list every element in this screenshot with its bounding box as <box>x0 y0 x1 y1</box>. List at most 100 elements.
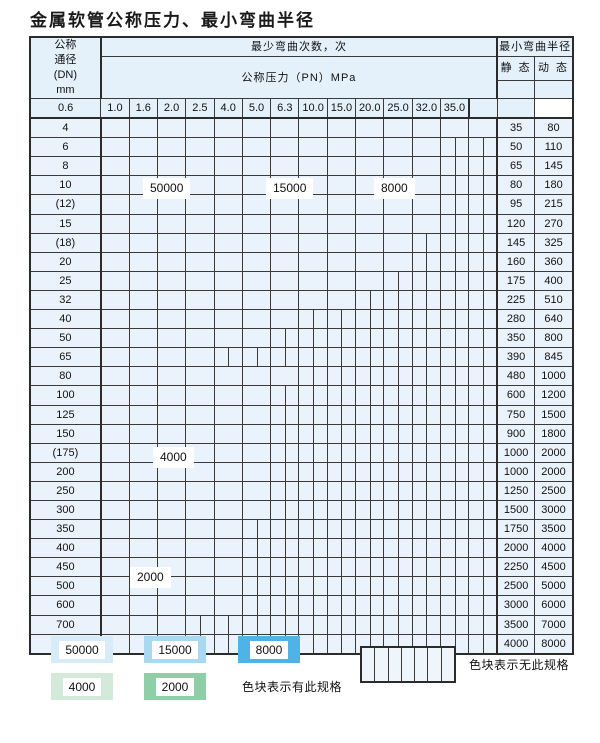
bend-cell <box>326 461 357 482</box>
dn-value: 80 <box>29 366 102 387</box>
bend-cell <box>298 576 328 597</box>
bend-cell <box>185 270 215 291</box>
head-row-pn: 0.6 1.0 1.6 2.0 2.5 4.0 5.0 6.3 10.0 15.0 20.0 25.0… <box>29 98 573 119</box>
pn-column-header: 35.0 <box>440 98 470 119</box>
radius-static-value: 80 <box>496 175 536 196</box>
bend-cell <box>213 480 243 501</box>
bend-cell <box>213 385 243 406</box>
bend-cell <box>468 404 499 425</box>
bend-cell <box>355 538 385 559</box>
table-row: 20 160 360 <box>29 251 574 272</box>
bend-cell <box>355 347 385 368</box>
bend-cell <box>468 614 499 635</box>
bend-cell <box>411 117 442 139</box>
radius-static-value: 175 <box>496 270 536 291</box>
dn-value: 700 <box>29 614 102 635</box>
bend-cell <box>468 328 499 349</box>
bend-cell <box>156 347 187 368</box>
bend-cell <box>383 289 413 311</box>
legend-unavailable-text: 色块表示无此规格 <box>469 658 570 672</box>
table-row: 350 1750 3500 <box>29 519 574 540</box>
bend-cell <box>326 538 357 559</box>
bend-cell <box>326 557 357 578</box>
bend-cell <box>411 328 442 349</box>
bend-cell <box>100 519 130 540</box>
table-row: 50 350 800 <box>29 328 574 349</box>
page-title: 金属软管公称压力、最小弯曲半径 <box>30 11 315 30</box>
bend-cell <box>213 423 243 444</box>
bend-cell <box>440 156 470 177</box>
bend-cell <box>298 347 328 368</box>
bend-cell <box>298 289 328 311</box>
bend-cell <box>411 232 442 253</box>
table-row: 65 390 845 <box>29 347 574 368</box>
table-row: (12) 95 215 <box>29 194 574 215</box>
pn-column-header: 25.0 <box>383 98 413 119</box>
bend-cell <box>298 538 328 559</box>
bend-cell <box>468 194 499 215</box>
bend-cell <box>100 576 130 597</box>
dn-value: 450 <box>29 557 102 578</box>
bend-cell <box>241 194 272 215</box>
pressure-header: 公称压力（PN）MPa <box>100 56 499 99</box>
bend-cell <box>440 557 470 578</box>
radius-static-value: 2250 <box>496 557 536 578</box>
bend-cell <box>326 309 357 330</box>
bend-cell <box>156 385 187 406</box>
legend-chip-label: 50000 <box>59 640 105 659</box>
table-row: 40 280 640 <box>29 309 574 330</box>
bend-cell <box>241 614 272 635</box>
bend-cell <box>440 385 470 406</box>
bend-cell <box>411 213 442 234</box>
bend-cell <box>241 461 272 482</box>
radius-static-value: 3500 <box>496 614 536 635</box>
bend-cell <box>411 423 442 444</box>
dn-value: 100 <box>29 385 102 406</box>
bend-cell <box>383 117 413 139</box>
bend-cell <box>383 251 413 272</box>
radius-static-value: 350 <box>496 328 536 349</box>
bend-cell <box>411 289 442 311</box>
dn-value: 4 <box>29 117 102 139</box>
bend-cell <box>383 423 413 444</box>
dn-value: 50 <box>29 328 102 349</box>
table-row: 700 3500 7000 <box>29 614 574 635</box>
legend-empty-swatch <box>360 646 456 683</box>
table-row: 250 1250 2500 <box>29 480 574 501</box>
bend-cell <box>468 385 499 406</box>
radius-static-header-spacer <box>496 79 536 100</box>
dn-value: 40 <box>29 309 102 330</box>
bend-cell <box>100 538 130 559</box>
bend-cell <box>270 289 300 311</box>
bend-cell <box>411 137 442 158</box>
bend-cell <box>100 194 130 215</box>
bend-cell <box>185 251 215 272</box>
radius-static-value: 2000 <box>496 538 536 559</box>
radius-static-value: 95 <box>496 194 536 215</box>
radius-dynamic-subspacer <box>496 98 536 119</box>
bend-cell <box>241 557 272 578</box>
bend-cell <box>185 576 215 597</box>
bend-cell <box>440 538 470 559</box>
pn-column-header: 2.5 <box>185 98 215 119</box>
pn-column-header: 5.0 <box>241 98 272 119</box>
bend-cell <box>468 137 499 158</box>
bend-cell <box>383 595 413 616</box>
bend-cell <box>298 328 328 349</box>
dn-line-1: 通径 <box>54 54 77 66</box>
bend-cell <box>100 423 130 444</box>
bend-cell <box>156 519 187 540</box>
radius-static-value: 1000 <box>496 461 536 482</box>
legend-row-blue: 50000 15000 8000 <box>51 636 300 663</box>
head-row-2: 公称压力（PN）MPa 静 态 动 态 <box>30 56 574 99</box>
bend-cell <box>440 423 470 444</box>
bend-cell <box>298 309 328 330</box>
bend-cell <box>468 213 499 234</box>
radius-static-value: 750 <box>496 404 536 425</box>
bend-cell <box>241 270 272 291</box>
dn-value: 25 <box>29 270 102 291</box>
bend-cell <box>100 251 130 272</box>
bend-cell <box>383 480 413 501</box>
bend-cell <box>128 270 158 291</box>
bend-cell <box>213 461 243 482</box>
